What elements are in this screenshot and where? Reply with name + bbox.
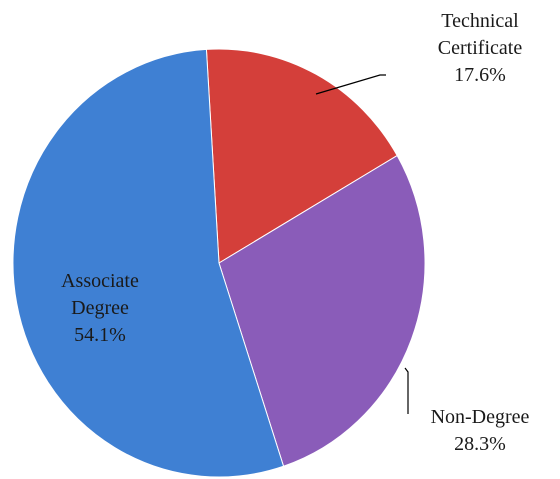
slice-label: Technical Certificate 17.6% (410, 8, 550, 89)
slice-label: Associate Degree 54.1% (40, 268, 160, 349)
pie-slice (218, 154, 426, 467)
category-label: Associate Degree (61, 270, 139, 319)
category-label: Non-Degree (430, 406, 530, 428)
value-label: 17.6% (454, 64, 506, 86)
value-label: 54.1% (74, 324, 126, 346)
value-label: 28.3% (454, 433, 506, 455)
category-label: Technical Certificate (437, 10, 523, 59)
leader-line (404, 367, 409, 414)
pie-slice (12, 48, 285, 478)
slice-label: Non-Degree 28.3% (400, 404, 560, 458)
pie-slice (205, 48, 398, 264)
leader-line (315, 74, 386, 95)
